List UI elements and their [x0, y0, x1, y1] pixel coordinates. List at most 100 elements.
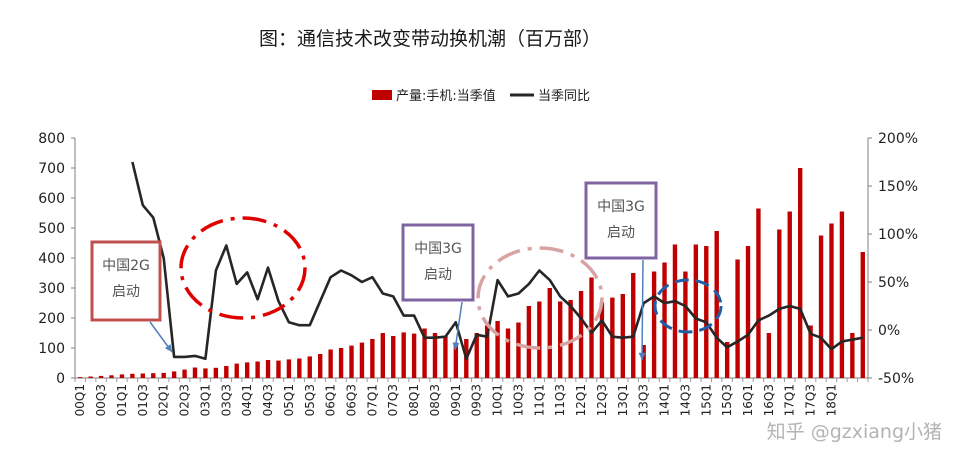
y-left-tick-label: 0	[56, 371, 65, 387]
y-right-tick-label: 50%	[878, 275, 909, 291]
bar	[88, 376, 93, 378]
bar	[745, 246, 751, 378]
bar	[714, 231, 719, 378]
y-right-tick-label: 200%	[878, 131, 918, 147]
bar	[213, 367, 219, 378]
y-left-tick-label: 700	[38, 161, 65, 177]
y-right-tick-label: -50%	[878, 371, 914, 387]
bar	[391, 336, 396, 378]
y-left-tick-label: 800	[38, 131, 65, 147]
x-tick-label: 16Q3	[762, 384, 776, 416]
bar	[704, 246, 709, 378]
x-tick-label: 02Q3	[178, 384, 192, 416]
x-tick-label: 13Q3	[637, 384, 651, 416]
bar	[516, 322, 521, 378]
y-left-tick-label: 500	[38, 221, 65, 237]
bar	[432, 333, 438, 378]
bar	[829, 223, 834, 378]
bar	[651, 271, 657, 378]
bar	[860, 252, 865, 378]
bar	[297, 358, 302, 378]
x-tick-label: 03Q1	[198, 384, 212, 416]
x-tick-label: 11Q3	[553, 384, 567, 416]
legend-label-production: 产量:手机:当季值	[396, 88, 496, 104]
bar	[505, 328, 511, 378]
bar	[234, 363, 239, 378]
x-tick-label: 10Q1	[491, 384, 505, 416]
bar	[98, 375, 104, 378]
x-tick-label: 09Q1	[449, 384, 463, 416]
chart-title: 图：通信技术改变带动换机潮（百万部）	[259, 28, 601, 50]
bar	[578, 291, 584, 378]
x-tick-label: 01Q1	[115, 384, 129, 416]
bar	[537, 301, 542, 378]
bar	[224, 366, 229, 378]
bar	[735, 259, 740, 378]
bar	[161, 372, 166, 378]
bar	[568, 300, 573, 378]
bar	[797, 168, 803, 378]
bar	[171, 371, 177, 378]
bar	[631, 273, 636, 378]
x-tick-label: 08Q1	[407, 384, 421, 416]
x-tick-label: 18Q1	[824, 384, 838, 416]
bar	[756, 208, 761, 378]
x-tick-label: 14Q1	[658, 384, 672, 416]
annotation-label: 启动	[607, 225, 635, 241]
bar	[109, 375, 114, 378]
x-tick-label: 05Q1	[282, 384, 296, 416]
x-tick-label: 06Q3	[345, 384, 359, 416]
bar	[151, 373, 156, 378]
bar	[850, 333, 855, 378]
bar	[641, 345, 646, 378]
x-tick-label: 07Q1	[365, 384, 379, 416]
bar	[140, 373, 146, 378]
y-left-tick-label: 300	[38, 281, 65, 297]
x-tick-label: 00Q3	[94, 384, 108, 416]
bar	[182, 369, 187, 378]
bar	[808, 325, 813, 378]
bar	[286, 359, 292, 378]
x-tick-label: 17Q1	[783, 384, 797, 416]
bar	[328, 349, 333, 378]
bar	[203, 368, 208, 378]
x-tick-label: 12Q3	[595, 384, 609, 416]
bar	[495, 321, 500, 378]
legend-swatch-production	[372, 90, 392, 100]
x-tick-label: 05Q3	[303, 384, 317, 416]
annotation-arrowhead	[452, 342, 460, 350]
bar	[547, 288, 552, 378]
bar	[255, 361, 260, 378]
bar	[338, 348, 344, 378]
x-tick-label: 04Q3	[261, 384, 275, 416]
annotation-arrow	[454, 301, 463, 351]
bar	[265, 360, 271, 378]
bar	[370, 339, 375, 378]
bar	[474, 333, 479, 378]
bar	[818, 235, 824, 378]
bar	[777, 229, 782, 378]
bar	[307, 356, 312, 378]
bar	[599, 302, 605, 378]
bar	[724, 342, 730, 378]
x-tick-label: 09Q3	[470, 384, 484, 416]
y-left-tick-label: 600	[38, 191, 65, 207]
y-left-tick-label: 200	[38, 311, 65, 327]
x-tick-label: 15Q1	[699, 384, 713, 416]
legend: 产量:手机:当季值 当季同比	[372, 88, 590, 104]
bar	[422, 328, 427, 378]
highlight-ellipse	[476, 246, 604, 350]
x-tick-label: 08Q3	[428, 384, 442, 416]
annotation-label: 中国2G	[102, 258, 150, 274]
bar-series	[78, 168, 865, 378]
x-tick-label: 00Q1	[73, 384, 87, 416]
x-tick-label: 17Q3	[804, 384, 818, 416]
annotation-arrowhead	[638, 352, 646, 360]
annotation-label: 启动	[424, 267, 452, 283]
x-tick-label: 01Q3	[136, 384, 150, 416]
y-left-tick-label: 100	[38, 341, 65, 357]
bar	[359, 342, 365, 378]
x-tick-label: 10Q3	[511, 384, 525, 416]
